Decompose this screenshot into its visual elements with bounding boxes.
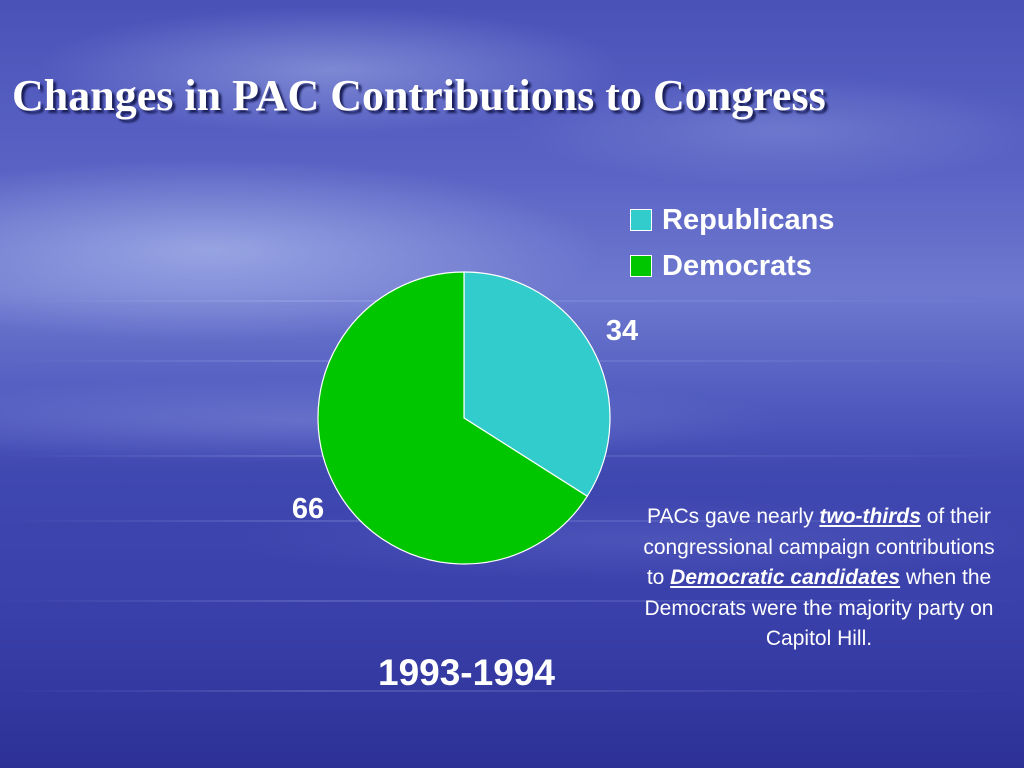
legend-swatch-democrats xyxy=(630,255,652,277)
legend-item-democrats: Democrats xyxy=(630,243,834,289)
note-emphasis-democratic-candidates: Democratic candidates xyxy=(670,566,901,589)
pie-slice-republicans xyxy=(463,271,611,498)
note-text-2: of their congressional campaign contribu… xyxy=(643,505,995,589)
data-label-republicans: 34 xyxy=(606,315,638,347)
slide-title: Changes in PAC Contributions to Congress xyxy=(12,71,826,120)
legend-swatch-republicans xyxy=(630,209,652,231)
legend-label-democrats: Democrats xyxy=(662,249,812,282)
note-text-3: when the Democrats were the majority par… xyxy=(644,566,994,650)
period-label: 1993-1994 xyxy=(378,652,555,693)
data-label-democrats: 66 xyxy=(292,493,324,525)
legend-label-republicans: Republicans xyxy=(662,203,835,236)
note-emphasis-two-thirds: two-thirds xyxy=(819,505,921,528)
chart-legend: Republicans Democrats xyxy=(630,197,834,289)
note-text-1: PACs gave nearly xyxy=(647,505,820,528)
annotation-text: PACs gave nearly two-thirds of their con… xyxy=(640,502,998,655)
pie-slice-democrats xyxy=(317,271,589,565)
legend-item-republicans: Republicans xyxy=(630,197,834,243)
